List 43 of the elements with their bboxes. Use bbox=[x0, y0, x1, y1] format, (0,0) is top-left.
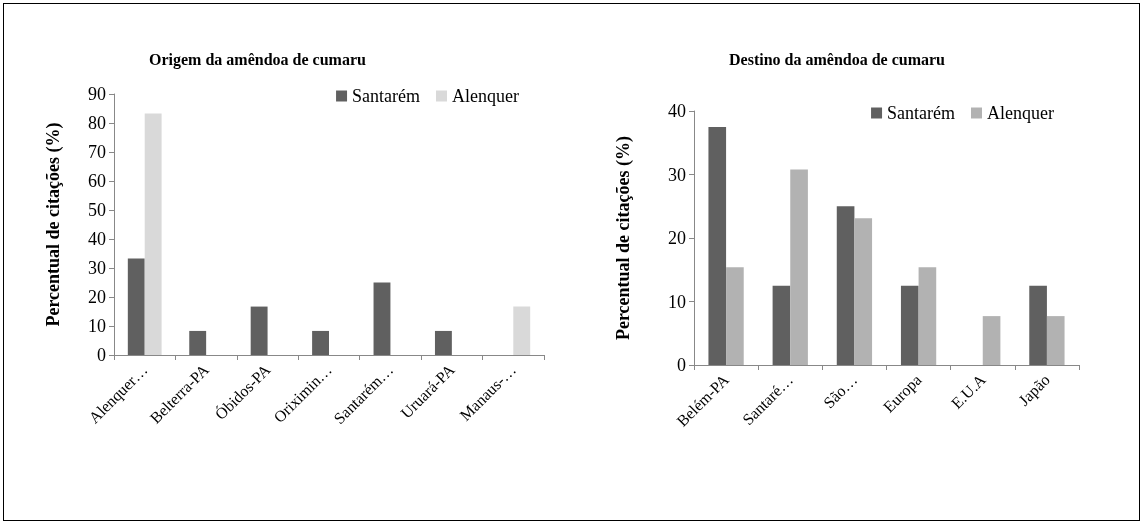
bar bbox=[127, 258, 145, 355]
bar bbox=[772, 285, 791, 365]
chart-title: Destino da amêndoa de cumaru bbox=[729, 50, 946, 68]
bar bbox=[189, 330, 207, 355]
y-tick-label: 50 bbox=[88, 200, 106, 220]
bar bbox=[1029, 285, 1047, 365]
y-axis-title: Percentual de citações (%) bbox=[613, 135, 634, 341]
bar bbox=[513, 306, 531, 355]
y-tick-label: 0 bbox=[97, 345, 106, 365]
y-tick-label: 40 bbox=[668, 101, 686, 121]
bar bbox=[726, 267, 744, 365]
bar bbox=[1046, 316, 1065, 365]
legend-label: Alenquer bbox=[987, 103, 1055, 123]
bar bbox=[434, 330, 452, 355]
y-tick-label: 20 bbox=[668, 228, 686, 248]
y-tick-label: 30 bbox=[88, 258, 106, 278]
bar bbox=[708, 126, 727, 365]
bar bbox=[312, 330, 329, 355]
bar bbox=[144, 113, 162, 355]
bar bbox=[790, 169, 808, 365]
y-tick-label: 40 bbox=[88, 229, 106, 249]
legend-label: Santarém bbox=[352, 86, 421, 106]
y-tick-label: 20 bbox=[88, 287, 106, 307]
y-tick-label: 70 bbox=[88, 142, 106, 162]
y-tick-label: 30 bbox=[668, 164, 686, 185]
bar bbox=[854, 218, 873, 365]
y-tick-label: 60 bbox=[88, 171, 106, 191]
bar bbox=[250, 306, 268, 355]
y-tick-label: 90 bbox=[88, 84, 106, 104]
bar bbox=[900, 285, 919, 365]
legend-label: Alenquer bbox=[452, 86, 520, 106]
legend-label: Santarém bbox=[887, 103, 956, 123]
y-axis-title: Percentual de citações (%) bbox=[43, 122, 64, 327]
bar bbox=[836, 206, 855, 365]
chart-title: Origem da amêndoa de cumaru bbox=[149, 50, 366, 69]
y-tick-label: 0 bbox=[677, 355, 686, 375]
bar bbox=[918, 267, 937, 365]
x-tick-label: São… bbox=[820, 370, 861, 412]
y-tick-label: 10 bbox=[668, 291, 686, 312]
bar bbox=[373, 282, 391, 355]
y-tick-label: 10 bbox=[88, 316, 106, 336]
bar bbox=[982, 316, 1001, 365]
y-tick-label: 80 bbox=[88, 113, 106, 133]
